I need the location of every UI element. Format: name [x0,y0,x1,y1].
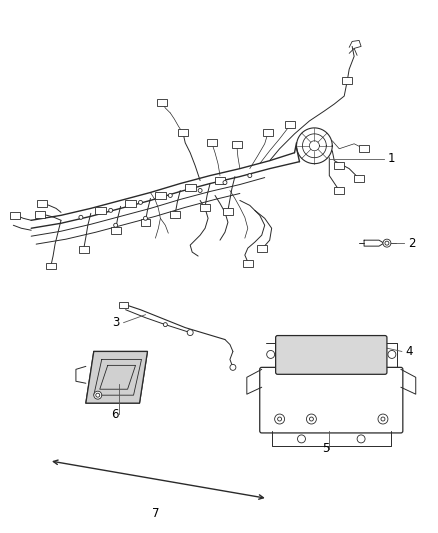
Bar [342,77,352,84]
Bar [263,130,273,136]
Bar [207,139,217,146]
Circle shape [198,189,202,192]
Bar [35,211,45,218]
FancyBboxPatch shape [276,336,387,374]
Bar [334,187,344,194]
Circle shape [96,393,100,397]
Bar [95,207,106,214]
Circle shape [307,414,316,424]
Circle shape [163,322,167,327]
Bar [334,162,344,169]
Bar [157,99,167,106]
Bar [141,219,150,226]
Bar [354,175,364,182]
Text: 2: 2 [408,237,415,249]
Text: 3: 3 [112,316,120,329]
Circle shape [385,241,389,245]
Bar [257,245,267,252]
Text: 4: 4 [406,345,413,358]
Circle shape [94,391,102,399]
Circle shape [168,193,172,197]
Bar [215,177,226,184]
Bar [359,146,369,152]
Circle shape [388,351,396,358]
Bar [46,263,56,270]
Circle shape [114,223,118,227]
Bar [11,212,20,219]
Circle shape [357,435,365,443]
Circle shape [248,174,252,177]
Circle shape [381,417,385,421]
Circle shape [309,417,314,421]
Circle shape [223,181,227,184]
Bar [223,208,233,215]
Circle shape [79,215,83,219]
Text: 6: 6 [111,408,118,421]
Text: 5: 5 [321,442,329,455]
Bar [285,122,294,128]
FancyBboxPatch shape [260,367,403,433]
Bar [119,302,128,308]
Bar [185,184,196,191]
Circle shape [275,414,285,424]
Bar [232,141,242,148]
Bar [79,246,89,253]
Circle shape [278,417,282,421]
Text: 1: 1 [388,152,396,165]
Circle shape [144,216,148,220]
Bar [155,192,166,199]
Bar [125,200,136,207]
Circle shape [109,208,113,212]
Polygon shape [86,351,148,403]
Circle shape [230,365,236,370]
Circle shape [378,414,388,424]
Bar [243,260,253,266]
Circle shape [138,200,142,204]
Bar [111,227,120,233]
Text: 7: 7 [152,507,159,520]
Bar [170,211,180,218]
Bar [178,130,188,136]
Bar [200,204,210,211]
Circle shape [187,329,193,336]
Circle shape [267,351,275,358]
Bar [37,200,47,207]
Circle shape [383,239,391,247]
Circle shape [297,435,305,443]
